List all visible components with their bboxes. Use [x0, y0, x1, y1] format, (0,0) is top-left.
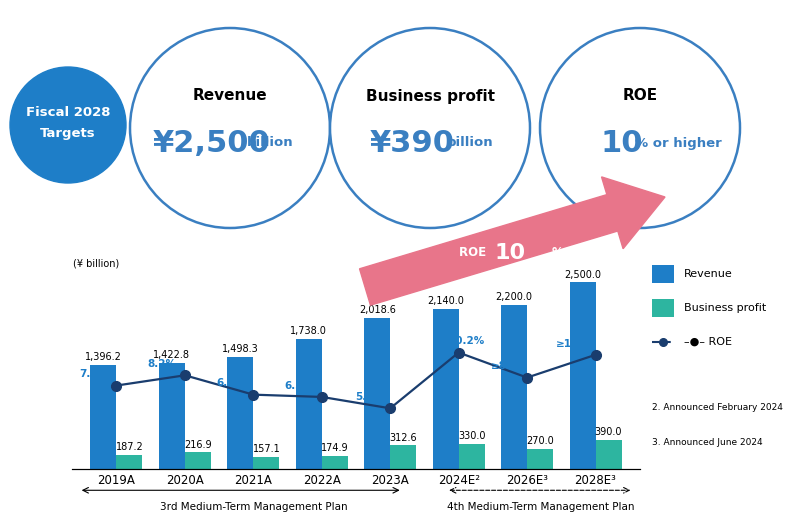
Bar [227, 357, 254, 469]
Text: ≥8%: ≥8% [491, 362, 518, 371]
Text: 312.6: 312.6 [390, 433, 417, 443]
Bar [433, 309, 458, 469]
Text: Fiscal 2028: Fiscal 2028 [26, 107, 110, 119]
Bar [364, 318, 390, 469]
Text: 330.0: 330.0 [458, 432, 486, 441]
Circle shape [540, 28, 740, 228]
Bar [527, 449, 553, 469]
Bar [90, 365, 117, 469]
Text: 1,422.8: 1,422.8 [154, 350, 190, 360]
Text: Revenue: Revenue [193, 89, 267, 104]
Text: 2. Announced February 2024: 2. Announced February 2024 [652, 403, 783, 412]
Text: 174.9: 174.9 [321, 443, 349, 453]
Bar [185, 453, 211, 469]
Text: 2,500.0: 2,500.0 [564, 269, 601, 280]
Bar [254, 457, 279, 469]
Text: ≥10%: ≥10% [556, 338, 590, 349]
Bar [501, 304, 527, 469]
Text: 10: 10 [601, 129, 643, 158]
Bar [322, 456, 348, 469]
Bar [595, 440, 622, 469]
Text: 6.3%: 6.3% [285, 381, 314, 391]
Circle shape [10, 67, 126, 183]
Text: 10.2%: 10.2% [449, 336, 485, 346]
Text: Business profit: Business profit [684, 303, 766, 313]
Text: % or more: % or more [552, 247, 620, 260]
Text: Targets: Targets [40, 127, 96, 140]
Text: 6.5%: 6.5% [216, 379, 246, 388]
Text: ROE: ROE [622, 89, 658, 104]
FancyArrow shape [359, 177, 665, 305]
Bar [570, 282, 595, 469]
Text: 270.0: 270.0 [526, 436, 554, 446]
Text: 2,140.0: 2,140.0 [427, 297, 464, 306]
Text: 4th Medium-Term Management Plan: 4th Medium-Term Management Plan [447, 502, 634, 512]
Text: billion: billion [246, 136, 294, 149]
Text: 1,396.2: 1,396.2 [85, 352, 122, 362]
Text: 2,018.6: 2,018.6 [358, 305, 396, 316]
Text: 3rd Medium-Term Management Plan: 3rd Medium-Term Management Plan [159, 502, 347, 512]
Bar [159, 363, 185, 469]
Text: ¥390: ¥390 [370, 129, 454, 158]
Text: 8.2%: 8.2% [148, 359, 177, 369]
Text: 3. Announced June 2024: 3. Announced June 2024 [652, 438, 762, 447]
Bar [390, 445, 416, 469]
Text: 10: 10 [494, 243, 526, 263]
Text: ¥2,500: ¥2,500 [153, 129, 271, 158]
Text: Revenue: Revenue [684, 269, 733, 279]
Text: 5.3%: 5.3% [355, 392, 384, 402]
Text: 390.0: 390.0 [594, 427, 622, 437]
Text: 216.9: 216.9 [184, 440, 212, 450]
Text: 1,738.0: 1,738.0 [290, 327, 327, 336]
Text: 2,200.0: 2,200.0 [495, 292, 533, 302]
Text: 187.2: 187.2 [116, 442, 143, 452]
Text: billion: billion [446, 136, 494, 149]
Bar [458, 444, 485, 469]
Circle shape [130, 28, 330, 228]
Text: % or higher: % or higher [634, 136, 722, 149]
Text: 7.3%: 7.3% [79, 369, 109, 379]
Circle shape [330, 28, 530, 228]
Bar [296, 339, 322, 469]
Text: ROE: ROE [458, 247, 490, 260]
Text: 1,498.3: 1,498.3 [222, 345, 258, 354]
Text: –●– ROE: –●– ROE [684, 337, 732, 347]
Text: (¥ billion): (¥ billion) [74, 259, 120, 268]
Bar [117, 455, 142, 469]
Text: 157.1: 157.1 [253, 444, 280, 454]
Text: Business profit: Business profit [366, 89, 494, 104]
